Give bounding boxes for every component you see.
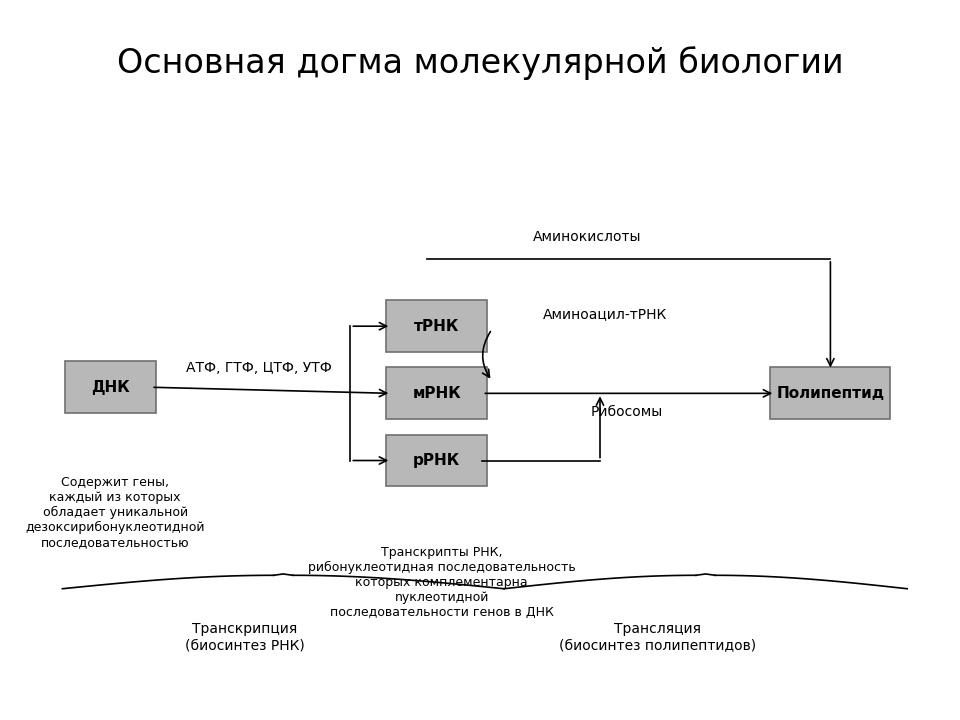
- Text: Рибосомы: Рибосомы: [590, 405, 662, 418]
- FancyBboxPatch shape: [386, 367, 488, 419]
- Text: Транскрипты РНК,
рибонуклеотидная последовательность
которых комплементарна
nукл: Транскрипты РНК, рибонуклеотидная послед…: [308, 546, 575, 619]
- Text: Содержит гены,
каждый из которых
обладает уникальной
дезоксирибонуклеотидной
пос: Содержит гены, каждый из которых обладае…: [26, 476, 204, 549]
- Text: тРНК: тРНК: [414, 319, 460, 333]
- Text: Транскрипция
(биосинтез РНК): Транскрипция (биосинтез РНК): [185, 623, 304, 652]
- FancyBboxPatch shape: [65, 361, 156, 413]
- Text: Аминоацил-тРНК: Аминоацил-тРНК: [542, 307, 666, 321]
- Text: ДНК: ДНК: [91, 379, 130, 395]
- FancyBboxPatch shape: [386, 435, 488, 487]
- Text: Трансляция
(биосинтез полипептидов): Трансляция (биосинтез полипептидов): [559, 623, 756, 652]
- FancyBboxPatch shape: [386, 300, 488, 352]
- Text: АТФ, ГТФ, ЦТФ, УТФ: АТФ, ГТФ, ЦТФ, УТФ: [186, 361, 332, 375]
- FancyBboxPatch shape: [770, 367, 891, 419]
- Text: рРНК: рРНК: [413, 453, 461, 468]
- Text: Полипептид: Полипептид: [777, 386, 884, 401]
- Text: Аминокислоты: Аминокислоты: [533, 230, 641, 244]
- Text: Основная догма молекулярной биологии: Основная догма молекулярной биологии: [117, 47, 843, 81]
- Text: мРНК: мРНК: [413, 386, 461, 401]
